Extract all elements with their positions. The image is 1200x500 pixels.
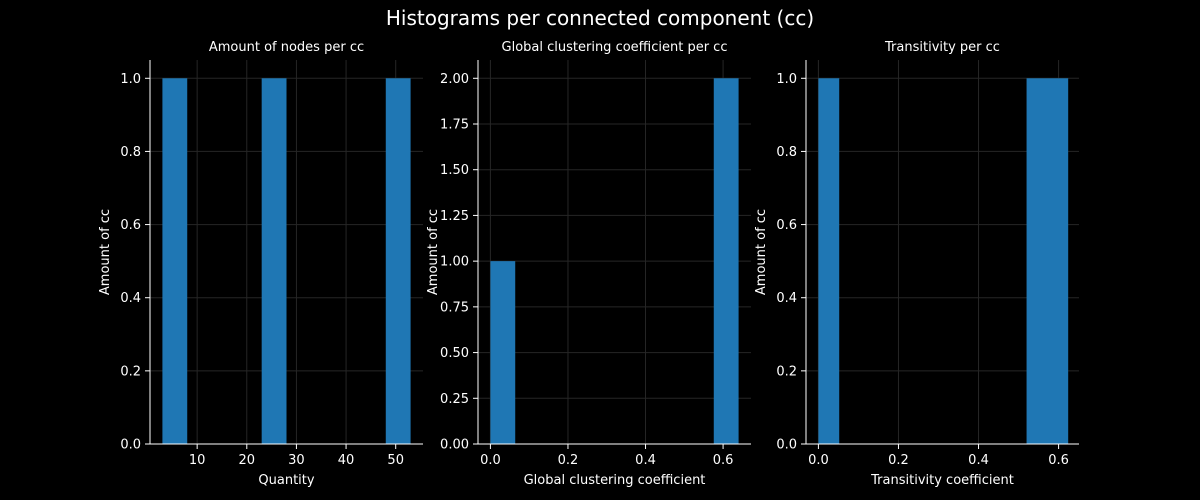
- x-axis-label: Global clustering coefficient: [524, 473, 706, 488]
- y-tick-label: 1.0: [120, 72, 141, 87]
- y-tick-label: 0.75: [440, 300, 469, 315]
- x-axis-label: Transitivity coefficient: [870, 473, 1014, 488]
- y-tick-label: 0.6: [776, 218, 797, 233]
- y-axis-label: Amount of cc: [426, 209, 441, 295]
- x-tick-label: 0.6: [1048, 453, 1069, 468]
- histogram-bar-3: [385, 78, 411, 445]
- histogram-bar-2: [713, 78, 739, 445]
- panel-title: Amount of nodes per cc: [209, 40, 364, 55]
- y-tick-label: 2.00: [440, 72, 469, 87]
- y-tick-label: 0.0: [120, 438, 141, 453]
- histogram-bar-1: [490, 261, 516, 444]
- x-tick-label: 0.0: [808, 453, 829, 468]
- y-tick-label: 1.25: [440, 209, 469, 224]
- y-tick-label: 1.00: [440, 255, 469, 270]
- y-tick-label: 1.75: [440, 118, 469, 133]
- x-tick-label: 0.4: [968, 453, 989, 468]
- x-tick-label: 0.4: [635, 453, 656, 468]
- y-tick-label: 0.25: [440, 392, 469, 407]
- figure-title: Histograms per connected component (cc): [385, 6, 815, 30]
- y-axis-label: Amount of cc: [98, 209, 113, 295]
- histogram-bar-2: [1026, 78, 1069, 445]
- y-tick-label: 0.2: [776, 364, 797, 379]
- x-axis-label: Quantity: [258, 473, 314, 488]
- y-tick-label: 0.2: [120, 364, 141, 379]
- y-tick-label: 0.4: [120, 291, 141, 306]
- histogram-bar-2: [261, 78, 287, 445]
- y-tick-label: 0.0: [776, 438, 797, 453]
- y-tick-label: 0.8: [776, 145, 797, 160]
- y-tick-label: 0.8: [120, 145, 141, 160]
- y-tick-label: 0.50: [440, 346, 469, 361]
- y-tick-label: 0.00: [440, 438, 469, 453]
- histogram-bar-1: [818, 78, 840, 445]
- x-tick-label: 0.2: [558, 453, 579, 468]
- y-tick-label: 0.6: [120, 218, 141, 233]
- x-tick-label: 0.6: [713, 453, 734, 468]
- y-tick-label: 0.4: [776, 291, 797, 306]
- y-tick-label: 1.0: [776, 72, 797, 87]
- panel-title: Transitivity per cc: [884, 40, 1000, 55]
- y-axis-label: Amount of cc: [754, 209, 769, 295]
- x-tick-label: 30: [288, 453, 305, 468]
- y-tick-label: 1.50: [440, 163, 469, 178]
- x-tick-label: 50: [387, 453, 404, 468]
- x-tick-label: 20: [239, 453, 256, 468]
- x-tick-label: 10: [189, 453, 206, 468]
- x-tick-label: 40: [338, 453, 355, 468]
- x-tick-label: 0.2: [888, 453, 909, 468]
- panel-title: Global clustering coefficient per cc: [502, 40, 728, 55]
- histogram-bar-1: [162, 78, 188, 445]
- x-tick-label: 0.0: [480, 453, 501, 468]
